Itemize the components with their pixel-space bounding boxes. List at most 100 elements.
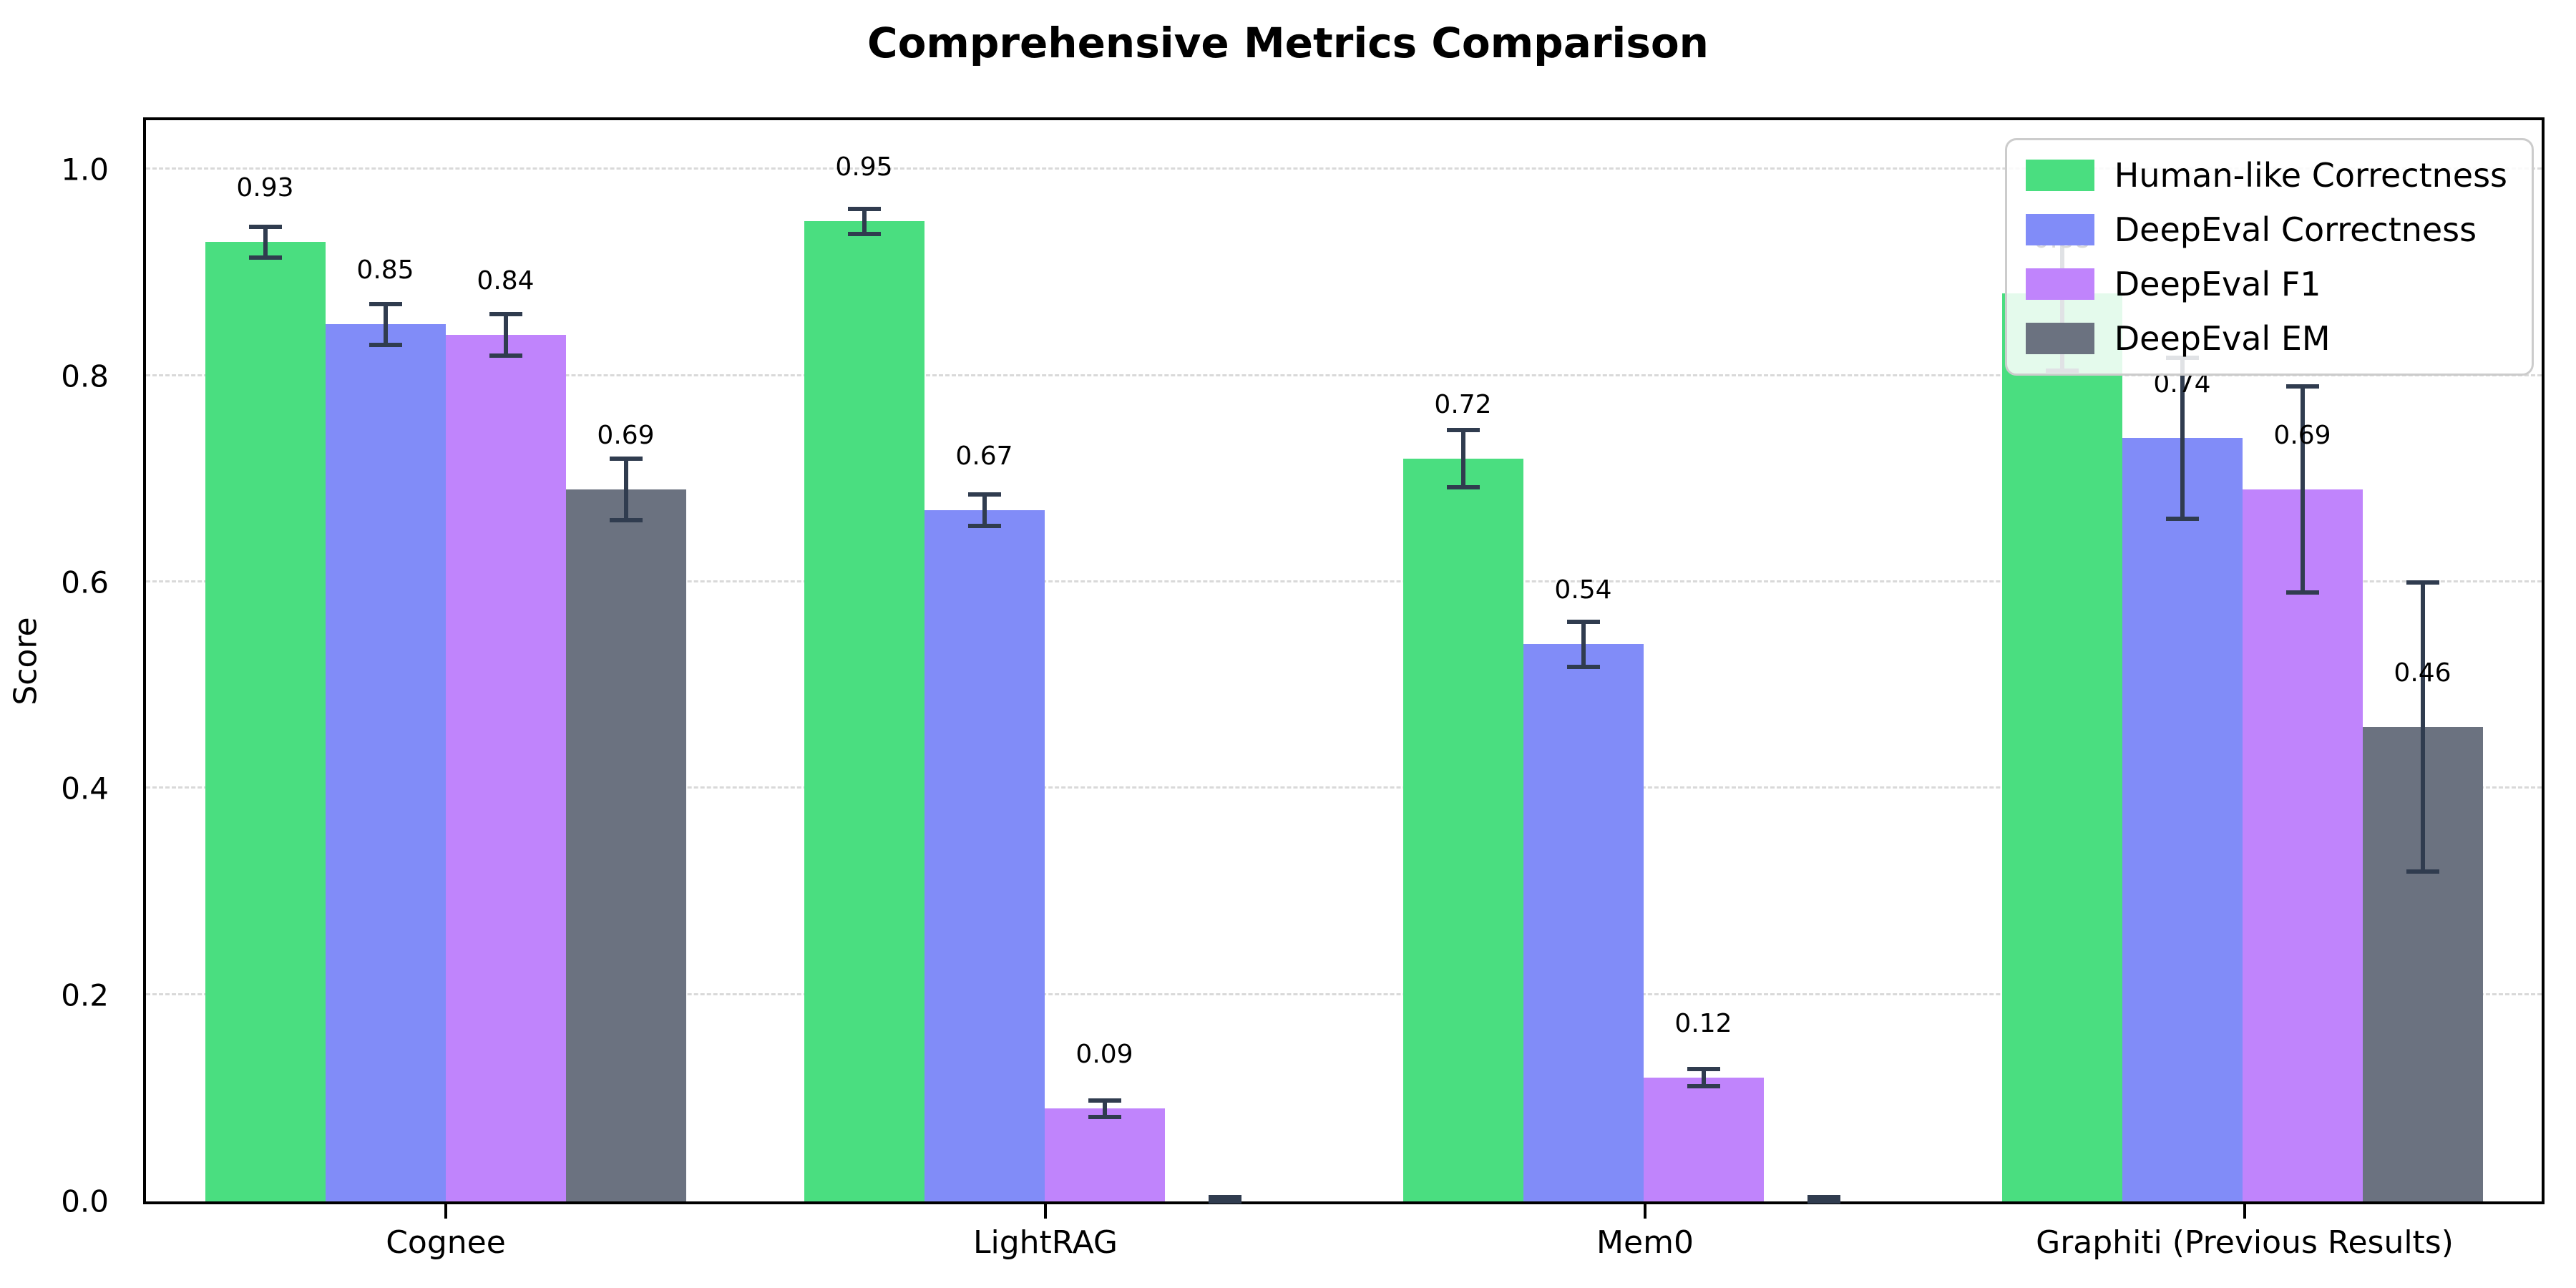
bar-slot: 0.72 bbox=[1402, 120, 1523, 1201]
bar-value-label: 0.54 bbox=[1554, 575, 1612, 605]
error-cap bbox=[1687, 1067, 1720, 1072]
bar bbox=[2001, 293, 2122, 1201]
error-cap bbox=[1088, 1098, 1121, 1103]
bar bbox=[1402, 458, 1523, 1201]
error-cap bbox=[2285, 590, 2319, 595]
legend-item-label: DeepEval F1 bbox=[2114, 265, 2321, 303]
x-tick-mark bbox=[2243, 1204, 2246, 1219]
legend-item: Human-like Correctness bbox=[2025, 156, 2507, 195]
error-bar bbox=[503, 314, 508, 356]
bar bbox=[2242, 489, 2363, 1201]
bar-group: 0.93 0.85 0.84 0.69 bbox=[146, 120, 745, 1201]
bar-slot bbox=[1764, 120, 1884, 1204]
error-bar bbox=[1102, 1100, 1107, 1117]
error-bar bbox=[263, 226, 268, 258]
x-tick-label: Graphiti (Previous Results) bbox=[2036, 1224, 2454, 1261]
error-cap bbox=[369, 343, 402, 348]
bar-value-label: 0.09 bbox=[1075, 1040, 1133, 1070]
error-cap bbox=[847, 207, 881, 211]
error-bar bbox=[2420, 582, 2425, 872]
bar-value-label: 0.93 bbox=[236, 173, 294, 203]
bar-slot: 0.74 bbox=[2122, 120, 2243, 1201]
error-cap bbox=[1566, 619, 1600, 624]
bar-slot: 0.54 bbox=[1523, 120, 1644, 1201]
bar-slot bbox=[1165, 120, 1285, 1204]
error-bar bbox=[1581, 621, 1586, 668]
bar-slot: 0.12 bbox=[1643, 120, 1764, 1201]
error-cap bbox=[2165, 516, 2199, 521]
gridline bbox=[146, 992, 2542, 995]
x-tick-label: LightRAG bbox=[972, 1224, 1118, 1261]
x-tick-label: Mem0 bbox=[1596, 1224, 1694, 1261]
bar-value-label: 0.69 bbox=[597, 421, 655, 451]
legend-swatch bbox=[2025, 160, 2094, 191]
x-tick-mark bbox=[1044, 1204, 1047, 1219]
legend-item-label: DeepEval EM bbox=[2114, 319, 2331, 358]
legend-swatch bbox=[2025, 268, 2094, 300]
bar-slot: 0.84 bbox=[445, 120, 566, 1201]
error-cap bbox=[1807, 1195, 1840, 1200]
error-cap bbox=[489, 353, 522, 358]
bar bbox=[445, 334, 566, 1201]
bar-slot: 0.67 bbox=[924, 120, 1045, 1201]
error-cap bbox=[248, 224, 282, 229]
bar-slot: 0.09 bbox=[1044, 120, 1165, 1201]
gridline bbox=[146, 580, 2542, 582]
legend-item-label: DeepEval Correctness bbox=[2114, 210, 2477, 249]
y-tick-label: 0.8 bbox=[61, 358, 109, 394]
bar-value-label: 0.69 bbox=[2273, 421, 2331, 451]
error-cap bbox=[847, 231, 881, 236]
bar-value-label: 0.85 bbox=[356, 255, 414, 286]
bar bbox=[565, 489, 686, 1201]
y-tick-label: 0.4 bbox=[61, 771, 109, 806]
legend-item-label: Human-like Correctness bbox=[2114, 156, 2507, 195]
error-bar bbox=[1460, 429, 1465, 488]
bar bbox=[804, 221, 924, 1201]
bar-slot: 0.95 bbox=[804, 120, 924, 1201]
error-bar bbox=[2300, 386, 2305, 593]
y-tick-label: 1.0 bbox=[61, 152, 109, 187]
legend-item: DeepEval EM bbox=[2025, 319, 2507, 358]
legend-item: DeepEval F1 bbox=[2025, 265, 2507, 303]
error-cap bbox=[2406, 580, 2439, 585]
error-cap bbox=[489, 312, 522, 317]
x-tick-mark bbox=[1644, 1204, 1646, 1219]
error-cap bbox=[1687, 1083, 1720, 1088]
error-cap bbox=[1446, 485, 1480, 490]
error-cap bbox=[967, 523, 1001, 528]
bar bbox=[325, 324, 446, 1201]
bar bbox=[205, 242, 326, 1201]
legend-swatch bbox=[2025, 214, 2094, 245]
error-cap bbox=[1807, 1199, 1840, 1204]
bar-value-label: 0.46 bbox=[2394, 658, 2451, 688]
bar bbox=[1044, 1108, 1165, 1201]
error-cap bbox=[1208, 1195, 1241, 1200]
bar-slot: 0.69 bbox=[565, 120, 686, 1201]
error-cap bbox=[1208, 1199, 1241, 1204]
bar bbox=[1523, 644, 1644, 1201]
bar-value-label: 0.84 bbox=[477, 265, 535, 296]
error-cap bbox=[369, 301, 402, 306]
bar-value-label: 0.67 bbox=[955, 441, 1013, 471]
legend: Human-like Correctness DeepEval Correctne… bbox=[2004, 138, 2534, 376]
gridline bbox=[146, 786, 2542, 789]
legend-item: DeepEval Correctness bbox=[2025, 210, 2507, 249]
error-cap bbox=[609, 518, 643, 523]
error-bar bbox=[982, 494, 987, 526]
bar-value-label: 0.95 bbox=[835, 152, 893, 182]
bar-slot: 0.69 bbox=[2242, 120, 2363, 1201]
gridline bbox=[146, 167, 2542, 170]
x-axis: Cognee LightRAG Mem0 Graphiti (Previous Res… bbox=[146, 1204, 2545, 1283]
error-cap bbox=[248, 255, 282, 260]
error-cap bbox=[609, 456, 643, 461]
chart-title: Comprehensive Metrics Comparison bbox=[867, 19, 1709, 67]
y-tick-label: 0.0 bbox=[61, 1184, 109, 1219]
error-cap bbox=[2285, 384, 2319, 389]
error-bar bbox=[383, 303, 388, 346]
bar bbox=[924, 510, 1045, 1201]
bar-slot: 0.46 bbox=[2362, 120, 2483, 1201]
error-cap bbox=[1088, 1114, 1121, 1119]
y-tick-label: 0.2 bbox=[61, 977, 109, 1013]
bar-slot: 0.93 bbox=[205, 120, 326, 1201]
legend-swatch bbox=[2025, 323, 2094, 354]
